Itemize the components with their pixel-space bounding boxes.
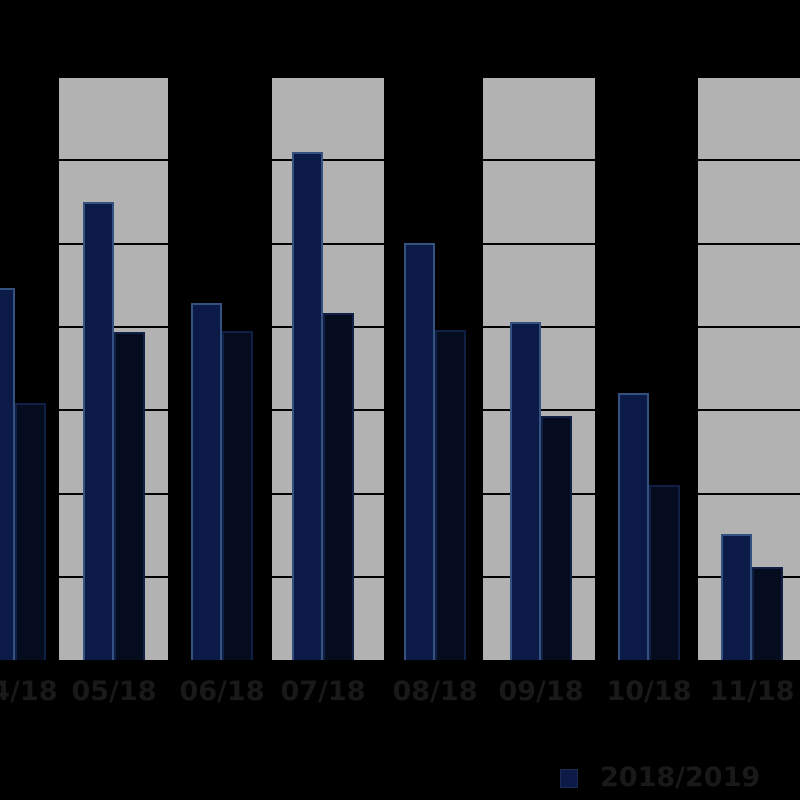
- legend-swatch: [560, 768, 578, 788]
- bar-series-2: [15, 403, 46, 660]
- x-axis-label: 10/18: [606, 676, 692, 707]
- bar-2018-2019: [618, 393, 649, 660]
- bar-series-2: [541, 416, 572, 660]
- gridline: [698, 243, 800, 245]
- x-axis-label: 04/18: [0, 676, 58, 707]
- x-axis: 04/18 05/18 06/18 07/18 08/18 09/18 10/18 11/18: [0, 677, 800, 711]
- bar-2018-2019: [191, 303, 222, 660]
- gridline: [483, 159, 595, 161]
- x-axis-label: 07/18: [280, 676, 366, 707]
- gridline: [272, 76, 384, 78]
- bar-series-2: [114, 332, 145, 660]
- gridline: [698, 326, 800, 328]
- gridline: [483, 243, 595, 245]
- gridline: [59, 76, 168, 78]
- legend-label: 2018/2019: [600, 762, 761, 793]
- bar-2018-2019: [0, 288, 15, 660]
- bar-series-2: [649, 485, 680, 660]
- plot-area: [0, 76, 800, 660]
- bar-series-2: [323, 313, 354, 660]
- gridline: [698, 76, 800, 78]
- bar-series-2: [435, 330, 466, 660]
- x-axis-label: 08/18: [392, 676, 478, 707]
- bar-series-2: [222, 331, 253, 660]
- gridline: [698, 159, 800, 161]
- x-axis-label: 11/18: [709, 676, 795, 707]
- x-axis-label: 06/18: [179, 676, 265, 707]
- gridline: [698, 409, 800, 411]
- legend: 2018/2019: [560, 762, 761, 793]
- legend-item-2018-2019[interactable]: 2018/2019: [560, 762, 761, 793]
- gridline: [59, 159, 168, 161]
- bar-2018-2019: [721, 534, 752, 660]
- bar-series-2: [752, 567, 783, 660]
- bar-2018-2019: [510, 322, 541, 660]
- bar-2018-2019: [292, 152, 323, 660]
- gridline: [698, 493, 800, 495]
- bar-2018-2019: [83, 202, 114, 660]
- x-axis-label: 09/18: [498, 676, 584, 707]
- gridline: [483, 76, 595, 78]
- bar-2018-2019: [404, 243, 435, 660]
- gridline: [272, 243, 384, 245]
- x-axis-label: 05/18: [71, 676, 157, 707]
- gridline: [272, 159, 384, 161]
